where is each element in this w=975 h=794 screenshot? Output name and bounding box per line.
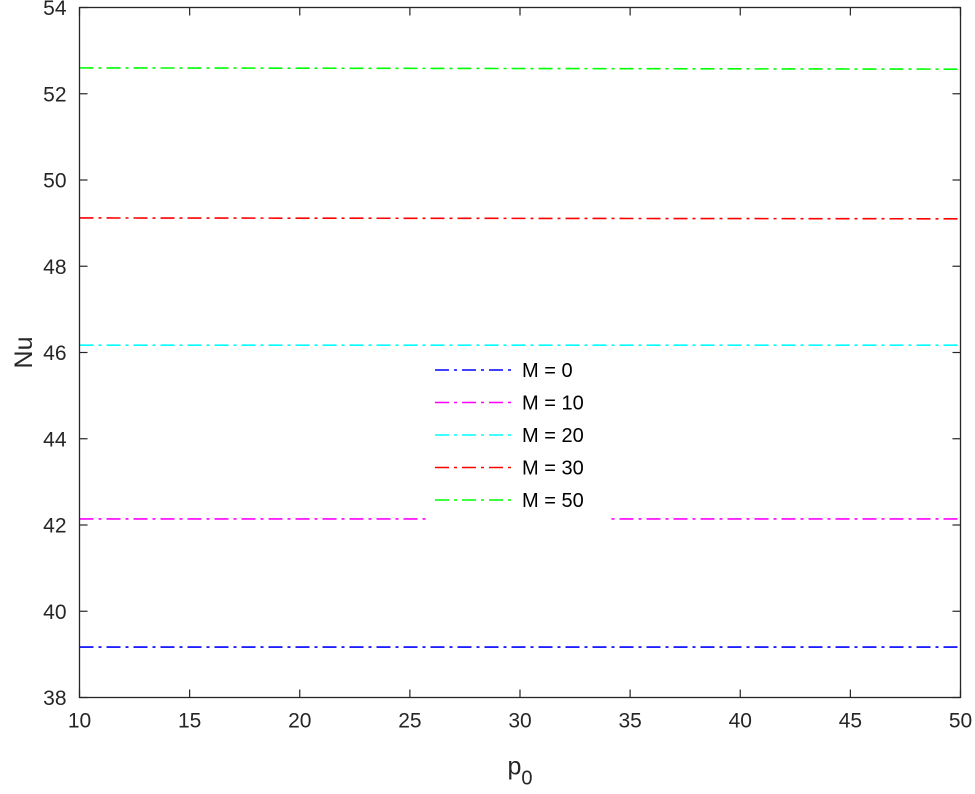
legend-box (427, 355, 607, 522)
legend-label-3: M = 30 (522, 458, 584, 480)
x-tick-label: 45 (839, 710, 862, 733)
series-line-4 (79, 67, 961, 70)
x-tick-label: 30 (508, 710, 531, 733)
legend: M = 0 M = 10 M = 20 M = 30 M = 50 (427, 355, 607, 522)
y-tick-label: 52 (43, 83, 66, 106)
y-tick-label: 48 (43, 256, 66, 279)
y-tick-label: 44 (43, 428, 67, 451)
legend-label-2: M = 20 (522, 425, 584, 447)
x-tick-label: 20 (288, 710, 311, 733)
x-tick-label: 25 (398, 710, 421, 733)
x-axis-label-subscript: 0 (521, 768, 532, 790)
y-tick-label: 46 (43, 342, 66, 365)
x-axis-label: p0 (507, 753, 532, 790)
y-tick-label: 42 (43, 515, 66, 538)
x-tick-label: 40 (729, 710, 752, 733)
legend-label-4: M = 50 (522, 490, 584, 512)
y-tick-label: 40 (43, 601, 66, 624)
y-tick-label: 54 (43, 0, 67, 20)
series-layer (79, 67, 961, 648)
y-tick-label: 50 (43, 170, 66, 193)
series-line-3 (79, 217, 961, 220)
y-axis-label: Nu (10, 337, 38, 369)
legend-label-1: M = 10 (522, 393, 584, 415)
x-tick-label: 35 (618, 710, 641, 733)
tick-layer: 10 15 20 25 30 35 40 45 50 38 40 42 44 46 48 50 52 54 (43, 0, 972, 733)
plot-frame (78, 6, 962, 699)
y-tick-label: 38 (43, 687, 66, 710)
x-axis-label-main: p (507, 753, 521, 781)
x-tick-label: 50 (949, 710, 972, 733)
x-tick-label: 15 (178, 710, 201, 733)
legend-label-0: M = 0 (522, 360, 573, 382)
x-tick-label: 10 (68, 710, 91, 733)
